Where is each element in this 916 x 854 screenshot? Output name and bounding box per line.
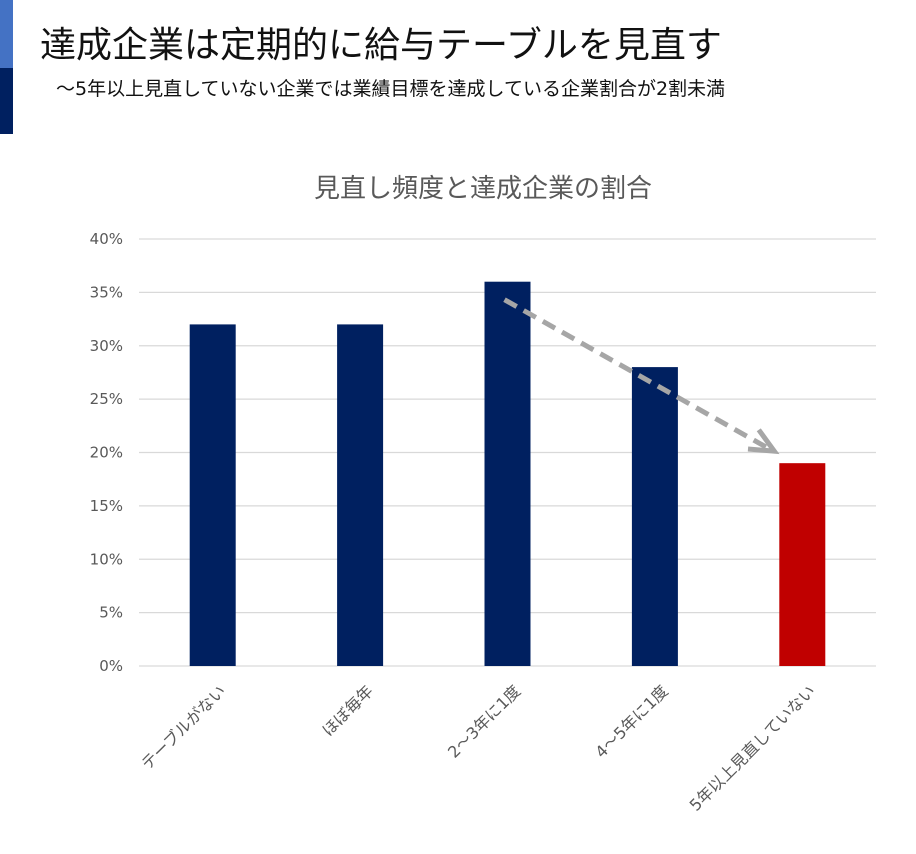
y-tick-label: 15% — [90, 497, 123, 515]
page-subtitle: ～5年以上見直していない企業では業績目標を達成している企業割合が2割未満 — [56, 78, 726, 100]
y-tick-label: 30% — [90, 337, 123, 355]
bar — [189, 324, 236, 666]
x-tick-label: 2～3年に1度 — [444, 681, 524, 761]
bar — [779, 463, 826, 666]
bar — [337, 324, 384, 666]
chart-title: 見直し頻度と達成企業の割合 — [314, 174, 652, 204]
y-tick-label: 25% — [90, 390, 123, 408]
page-title: 達成企業は定期的に給与テーブルを見直す — [40, 25, 722, 66]
x-axis-labels: テーブルがない ほぼ毎年 2～3年に1度 4～5年に1度 5年以上見直していない — [138, 681, 820, 814]
bar — [631, 367, 678, 666]
accent-bar-bottom — [0, 68, 13, 134]
y-tick-label: 5% — [99, 604, 123, 622]
x-tick-label: 5年以上見直していない — [686, 681, 819, 814]
y-tick-label: 40% — [90, 230, 123, 248]
trend-arrow-line — [503, 297, 768, 450]
x-tick-label: テーブルがない — [138, 681, 230, 773]
trend-arrow-head — [747, 428, 780, 455]
y-tick-label: 10% — [90, 550, 123, 568]
accent-bar-top — [0, 0, 13, 68]
y-tick-label: 35% — [90, 283, 123, 301]
bars — [189, 281, 826, 666]
bar — [484, 281, 531, 666]
x-tick-label: 4～5年に1度 — [591, 681, 671, 761]
x-tick-label: ほぼ毎年 — [318, 681, 377, 740]
trend-arrow — [503, 297, 780, 455]
y-tick-label: 20% — [90, 444, 123, 462]
y-tick-label: 0% — [99, 657, 123, 675]
